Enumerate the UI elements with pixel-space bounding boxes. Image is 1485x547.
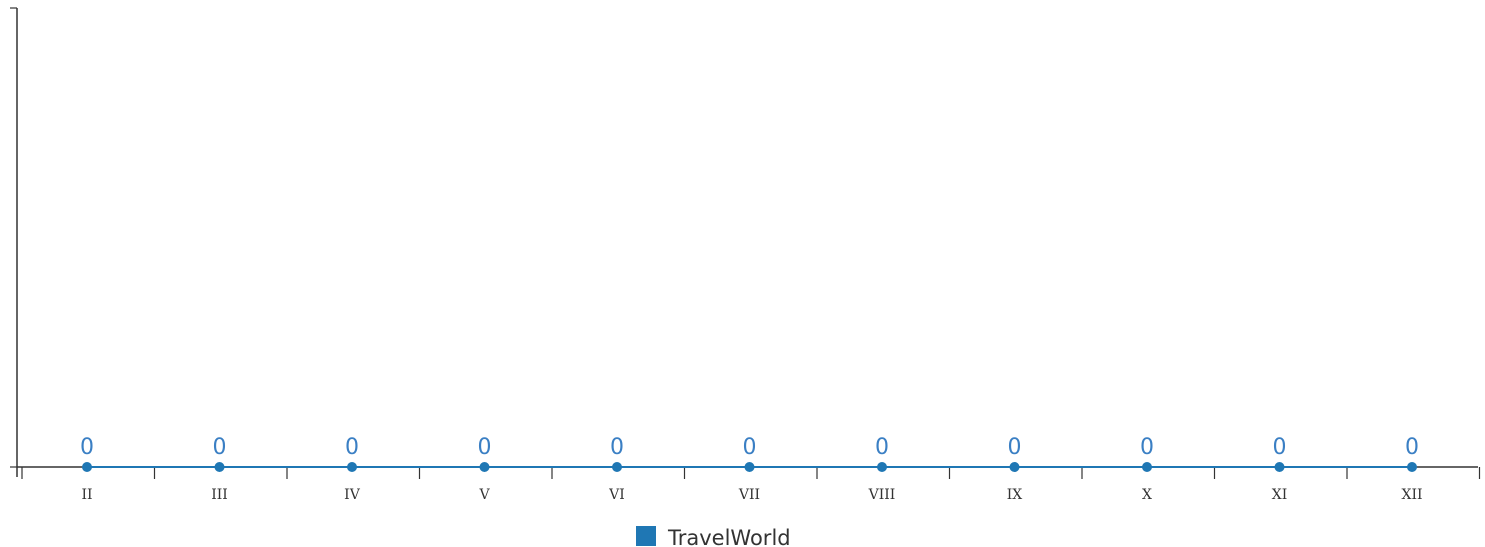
data-label-x: 0	[1140, 435, 1154, 460]
x-tick-label-ii: II	[81, 487, 92, 503]
data-label-iv: 0	[345, 435, 359, 460]
legend-swatch	[636, 526, 656, 546]
x-tick-label-vi: VI	[608, 487, 625, 503]
data-point-iii[interactable]	[214, 462, 225, 472]
x-tick-label-viii: VIII	[868, 487, 896, 503]
data-point-x[interactable]	[1142, 462, 1152, 472]
x-tick-label-xii: XII	[1401, 487, 1422, 503]
x-tick-label-xi: XI	[1272, 487, 1288, 503]
data-label-v: 0	[478, 435, 492, 460]
data-label-viii: 0	[875, 435, 889, 460]
data-label-xi: 0	[1273, 435, 1287, 460]
x-tick-label-ix: IX	[1007, 487, 1023, 503]
x-tick-label-x: X	[1142, 487, 1152, 503]
data-point-ii[interactable]	[82, 462, 92, 472]
x-tick-label-vii: VII	[738, 487, 760, 503]
x-tick-label-v: V	[478, 487, 490, 503]
data-point-ix[interactable]	[1009, 462, 1020, 472]
data-label-vi: 0	[610, 435, 624, 460]
data-point-xi[interactable]	[1274, 462, 1285, 472]
data-label-ix: 0	[1008, 435, 1022, 460]
data-label-xii: 0	[1405, 435, 1419, 460]
data-point-vii[interactable]	[744, 462, 755, 472]
data-label-ii: 0	[80, 435, 94, 460]
data-label-vii: 0	[743, 435, 757, 460]
data-label-iii: 0	[213, 435, 227, 460]
data-labels: 0 0 0 0 0 0 0 0 0 0 0	[80, 435, 1419, 460]
legend-label: TravelWorld	[667, 526, 791, 547]
x-axis-tick-labels: II III IV V VI VII VIII IX X XI XII	[81, 487, 1422, 503]
data-point-vi[interactable]	[612, 462, 622, 472]
data-point-xii[interactable]	[1407, 462, 1417, 472]
x-axis-ticks	[21, 467, 1481, 479]
data-point-iv[interactable]	[347, 462, 357, 472]
x-tick-label-iii: III	[211, 487, 228, 503]
data-point-viii[interactable]	[877, 462, 887, 472]
data-point-v[interactable]	[479, 462, 490, 472]
chart-axes	[10, 7, 1478, 477]
series-travelworld	[82, 462, 1417, 472]
legend[interactable]: TravelWorld	[636, 526, 791, 547]
x-tick-label-iv: IV	[344, 487, 361, 503]
